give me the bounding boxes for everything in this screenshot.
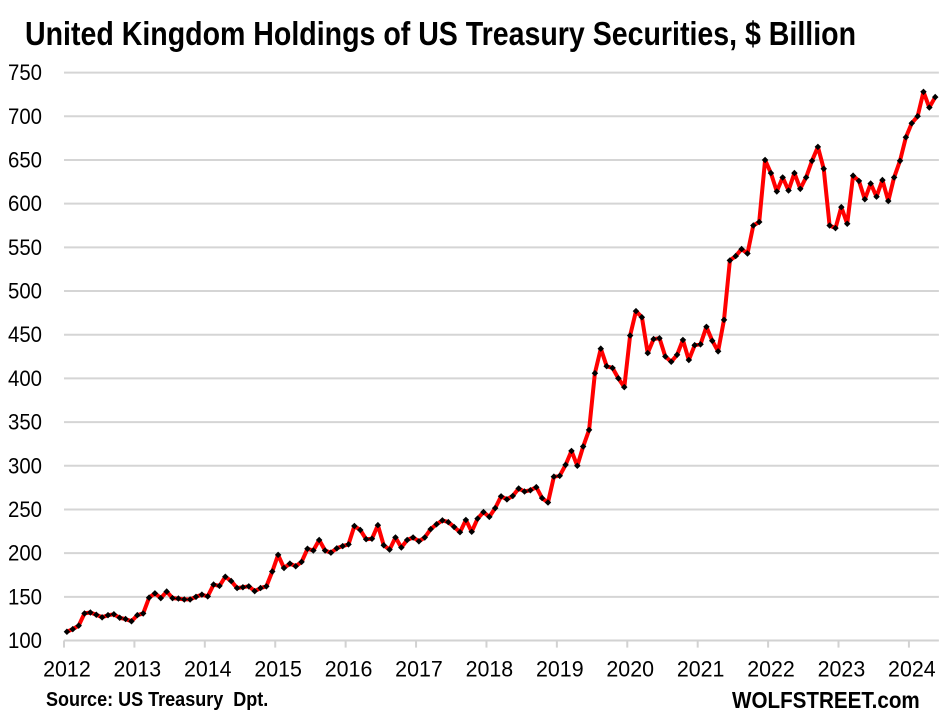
svg-text:700: 700: [8, 104, 42, 129]
svg-text:600: 600: [8, 191, 42, 216]
svg-text:200: 200: [8, 541, 42, 566]
svg-text:2016: 2016: [325, 657, 373, 682]
svg-text:150: 150: [8, 584, 42, 609]
svg-text:750: 750: [8, 60, 42, 85]
svg-text:450: 450: [8, 322, 42, 347]
svg-text:350: 350: [8, 410, 42, 435]
svg-text:2013: 2013: [114, 657, 162, 682]
svg-text:2012: 2012: [43, 657, 91, 682]
svg-text:250: 250: [8, 497, 42, 522]
svg-text:2015: 2015: [254, 657, 302, 682]
svg-text:2023: 2023: [818, 657, 866, 682]
svg-text:2014: 2014: [184, 657, 232, 682]
svg-text:2021: 2021: [677, 657, 725, 682]
svg-text:500: 500: [8, 279, 42, 304]
svg-text:650: 650: [8, 147, 42, 172]
svg-text:100: 100: [8, 628, 42, 653]
svg-text:300: 300: [8, 453, 42, 478]
svg-text:2024: 2024: [888, 657, 936, 682]
svg-text:550: 550: [8, 235, 42, 260]
svg-text:2018: 2018: [466, 657, 514, 682]
svg-text:2019: 2019: [536, 657, 584, 682]
svg-text:2020: 2020: [606, 657, 654, 682]
svg-text:2022: 2022: [747, 657, 795, 682]
svg-text:2017: 2017: [395, 657, 443, 682]
svg-text:400: 400: [8, 366, 42, 391]
